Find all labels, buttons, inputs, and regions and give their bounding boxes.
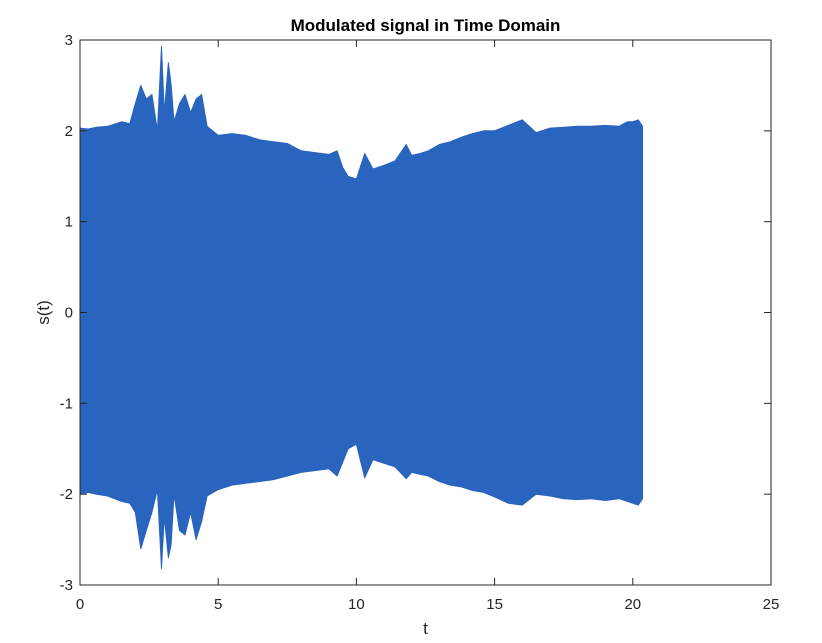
x-tick-label: 15 — [486, 596, 503, 613]
x-tick-label: 20 — [624, 596, 641, 613]
plot-area: 0 5 10 15 20 25 -3 -2 -1 0 1 2 3 — [60, 32, 780, 613]
x-tick-label: 25 — [763, 596, 780, 613]
y-tick-label: -2 — [60, 486, 73, 503]
series-layer — [79, 45, 643, 570]
y-tick-label: 3 — [65, 32, 73, 49]
y-tick-label: -3 — [60, 577, 73, 594]
y-tick-label: 1 — [65, 214, 73, 231]
signal-envelope — [79, 45, 643, 570]
y-tick-label: 2 — [65, 123, 73, 140]
y-axis-label: s(t) — [34, 300, 53, 325]
tick-marks — [79, 39, 772, 586]
x-tick-label: 10 — [348, 596, 365, 613]
y-tick-label: 0 — [65, 305, 73, 322]
x-tick-label: 0 — [76, 596, 84, 613]
x-tick-label: 5 — [214, 596, 222, 613]
y-tick-label: -1 — [60, 395, 73, 412]
tick-labels: 0 5 10 15 20 25 -3 -2 -1 0 1 2 3 — [60, 32, 780, 613]
x-axis-label: t — [423, 619, 428, 638]
chart-title: Modulated signal in Time Domain — [291, 16, 561, 35]
